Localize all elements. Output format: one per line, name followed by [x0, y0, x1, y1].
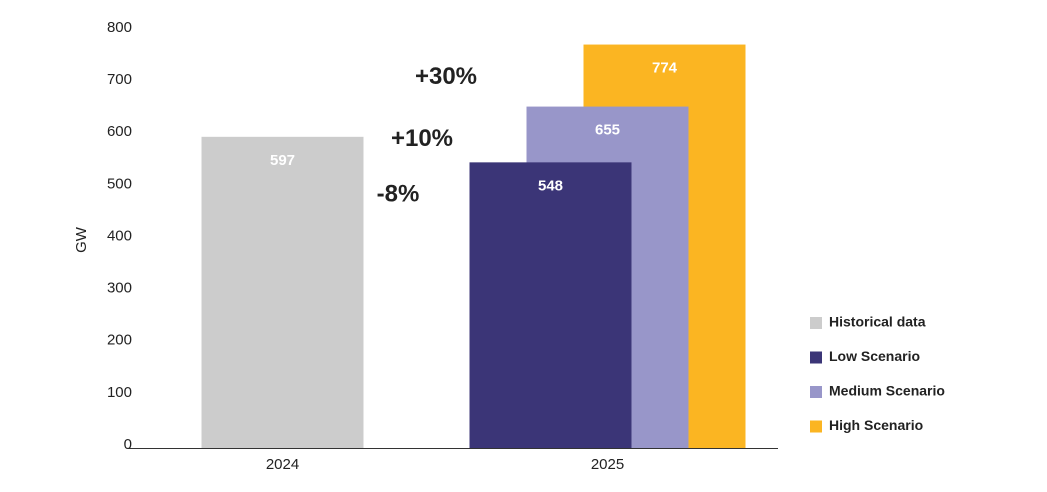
- value-label: 655: [595, 122, 620, 139]
- annotation: +30%: [415, 63, 477, 90]
- legend-label: High Scenario: [829, 417, 923, 433]
- y-axis-label: GW: [73, 226, 90, 253]
- bar: [469, 162, 632, 449]
- legend-label: Historical data: [829, 314, 926, 330]
- y-tick-label: 700: [107, 71, 132, 88]
- legend-swatch: [810, 386, 822, 398]
- y-tick-label: 300: [107, 280, 132, 297]
- y-tick-label: 400: [107, 227, 132, 244]
- y-tick-label: 600: [107, 123, 132, 140]
- value-label: 548: [538, 177, 563, 194]
- x-tick-label: 2024: [266, 456, 299, 473]
- y-tick-label: 100: [107, 384, 132, 401]
- legend-swatch: [810, 420, 822, 433]
- value-label: 597: [270, 152, 295, 169]
- x-tick-label: 2025: [591, 456, 624, 473]
- y-tick-label: 500: [107, 175, 132, 192]
- y-tick-label: 800: [107, 19, 132, 36]
- annotation: -8%: [377, 181, 420, 208]
- bar: [201, 136, 364, 448]
- annotation: +10%: [391, 125, 453, 152]
- y-tick-label: 0: [124, 436, 132, 453]
- legend-label: Medium Scenario: [829, 383, 945, 399]
- value-label: 774: [652, 60, 678, 77]
- legend-label: Low Scenario: [829, 348, 920, 364]
- legend-swatch: [810, 317, 822, 329]
- y-tick-label: 200: [107, 332, 132, 349]
- legend-swatch: [810, 351, 822, 364]
